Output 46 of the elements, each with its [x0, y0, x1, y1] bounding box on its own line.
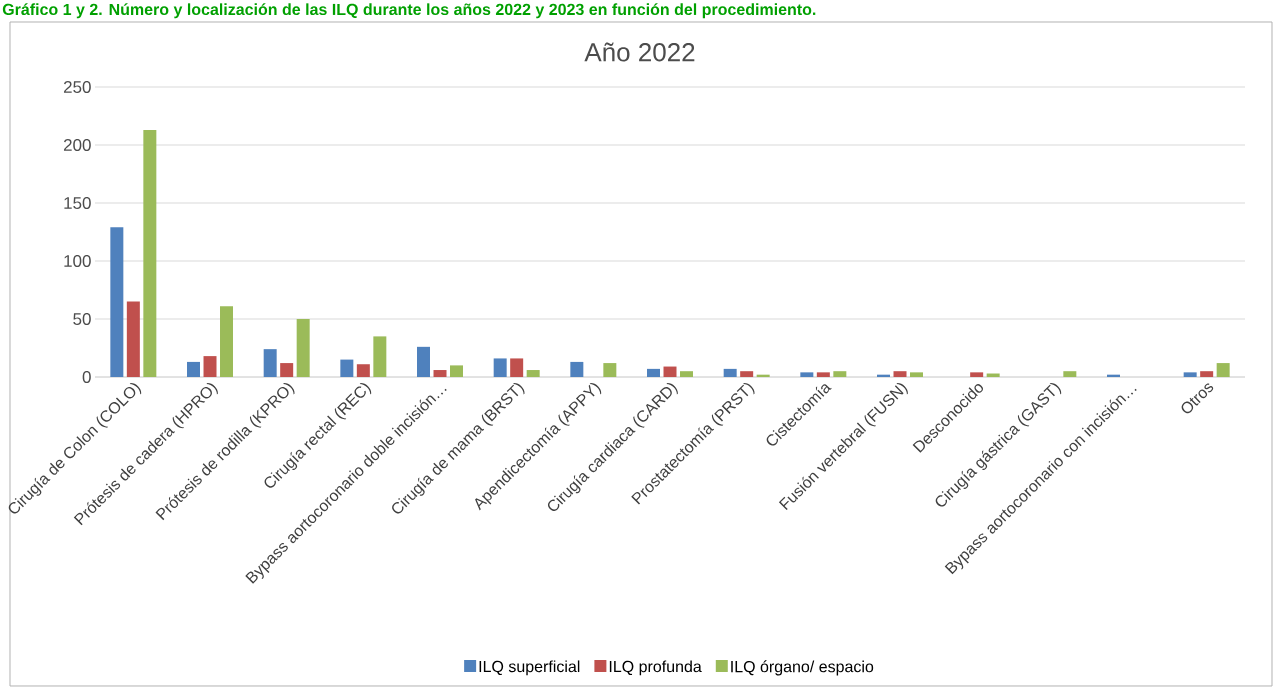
- chart-title: Año 2022: [584, 42, 695, 62]
- bar: [603, 363, 617, 377]
- bar: [510, 358, 524, 377]
- bar: [680, 371, 693, 377]
- bar: [263, 349, 277, 377]
- legend-label: ILQ profunda: [609, 660, 702, 676]
- y-tick-label: 150: [64, 196, 91, 210]
- bar: [740, 371, 754, 377]
- bar: [893, 371, 907, 377]
- bar: [663, 366, 677, 377]
- bar: [1200, 371, 1214, 377]
- y-tick-label: 200: [63, 138, 91, 152]
- bar: [816, 372, 830, 377]
- bar: [143, 129, 157, 377]
- bar: [373, 336, 387, 377]
- bar: [800, 372, 814, 377]
- y-tick-label: 0: [82, 370, 91, 384]
- bar: [450, 365, 464, 377]
- bar: [647, 368, 661, 377]
- y-tick-label: 50: [73, 312, 91, 326]
- bar: [1183, 372, 1197, 377]
- bar: [833, 371, 847, 377]
- bar: [187, 361, 201, 377]
- bar: [126, 301, 140, 377]
- bar: [910, 372, 923, 377]
- bar: [280, 363, 294, 377]
- bar: [970, 372, 984, 377]
- y-tick-label: 100: [64, 254, 91, 268]
- bar: [356, 364, 370, 377]
- y-tick-label: 250: [63, 80, 91, 94]
- bar: [203, 356, 217, 377]
- text: Gráfico 1 y 2. Número y localización de las ILQ durante los años 2022 y 2023 en función del procedimiento.: [2, 3, 816, 19]
- bar: [723, 368, 737, 377]
- bar: [1063, 371, 1077, 377]
- bar: [526, 370, 540, 377]
- bar: [1216, 363, 1230, 377]
- legend-label: ILQ órgano/ espacio: [731, 660, 874, 676]
- bar: [417, 346, 431, 377]
- bar: [433, 370, 447, 377]
- bar: [110, 227, 124, 377]
- legend-label: ILQ superficial: [479, 660, 580, 676]
- bar: [220, 306, 234, 377]
- bar: [340, 359, 354, 377]
- bar: [570, 361, 584, 377]
- bar: [493, 358, 507, 377]
- bar: [296, 318, 310, 377]
